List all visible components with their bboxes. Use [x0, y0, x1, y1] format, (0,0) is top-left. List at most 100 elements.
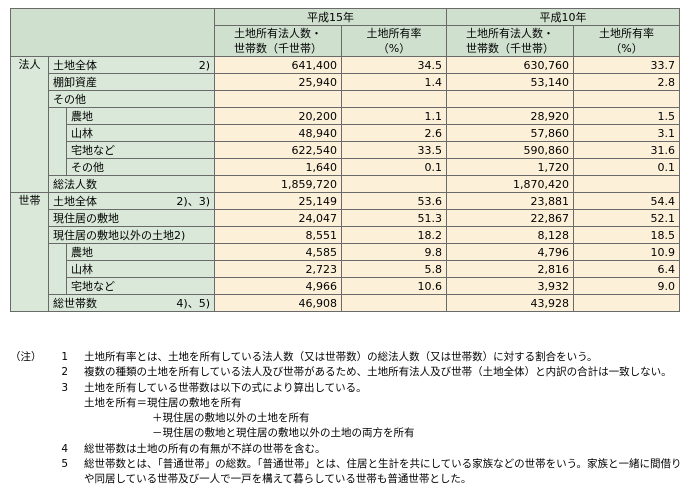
row-label: 土地全体 2) [48, 56, 215, 74]
rate-cell: 33.7 [573, 56, 680, 74]
value-cell: 1,859,720 [214, 175, 342, 193]
table-row: 現住居の敷地 24,047 51.3 22,867 52.1 [11, 209, 680, 227]
row-label: 総世帯数 4)、5) [48, 294, 215, 312]
table-row: 宅地など 622,540 33.5 590,860 31.6 [11, 141, 680, 159]
footnotes: （注） 1 土地所有率とは、土地を所有している法人数（又は世帯数）の総法人数（又… [10, 350, 685, 488]
rate-cell: 3.1 [573, 124, 680, 142]
header-count-h15: 土地所有法人数・ 世帯数（千世帯） [214, 25, 342, 57]
indent-spacer [48, 107, 67, 176]
rate-cell: 33.5 [341, 141, 447, 159]
value-cell: 43,928 [446, 294, 574, 312]
footnote-3-formula-3: －現住居の敷地と現住居の敷地以外の土地の両方を所有 [152, 427, 415, 440]
rate-cell: 6.4 [573, 260, 680, 278]
indent-spacer [48, 243, 67, 295]
rate-cell: 1.4 [341, 73, 447, 91]
table-row: 農地 4,585 9.8 4,796 10.9 [11, 243, 680, 295]
row-label: その他 [48, 90, 215, 108]
footnote-3: 3 土地を所有している世帯数は以下の式により算出している。 [61, 381, 367, 394]
row-label: 現住居の敷地 [48, 209, 215, 227]
header-rate-h15: 土地所有率 （%） [341, 25, 447, 57]
value-cell: 25,940 [214, 73, 342, 91]
table-row: 総世帯数 4)、5) 46,908 43,928 [11, 294, 680, 312]
rate-cell: 2.6 [341, 124, 447, 142]
value-cell: 28,920 [446, 107, 574, 125]
rate-cell: 10.9 [573, 243, 680, 261]
value-cell: 2,723 [214, 260, 342, 278]
row-label: その他 [66, 158, 215, 176]
value-cell: 57,860 [446, 124, 574, 142]
rate-cell [341, 90, 447, 108]
value-cell: 20,200 [214, 107, 342, 125]
section-corp: 法人 [10, 56, 49, 193]
value-cell: 46,908 [214, 294, 342, 312]
rate-cell: 9.0 [573, 277, 680, 295]
value-cell: 622,540 [214, 141, 342, 159]
row-label: 宅地など [66, 277, 215, 295]
note-mark: （注） [10, 351, 42, 363]
value-cell: 630,760 [446, 56, 574, 74]
footnote-1: （注） 1 土地所有率とは、土地を所有している法人数（又は世帯数）の総法人数（又… [10, 350, 685, 365]
header-year-h15: 平成15年 [214, 8, 447, 26]
table-row: 農地 20,200 1.1 28,920 1.5 [11, 107, 680, 176]
header-corner [10, 8, 215, 57]
footnote-3-formula-2: ＋現住居の敷地以外の土地を所有 [152, 412, 310, 425]
value-cell: 25,149 [214, 192, 342, 210]
value-cell: 2,816 [446, 260, 574, 278]
table-row: 宅地など 4,966 10.6 3,932 9.0 [11, 277, 680, 295]
footnote-2: 2 複数の種類の土地を所有している法人及び世帯があるため、土地所有法人及び世帯（… [61, 366, 672, 379]
value-cell: 8,128 [446, 226, 574, 244]
value-cell: 1,870,420 [446, 175, 574, 193]
value-cell: 590,860 [446, 141, 574, 159]
row-label: 総法人数 [48, 175, 215, 193]
footnote-3-formula-1: 土地を所有＝現住居の敷地を所有 [84, 396, 242, 409]
rate-cell: 52.1 [573, 209, 680, 227]
rate-cell: 51.3 [341, 209, 447, 227]
section-household: 世帯 [10, 192, 49, 312]
rate-cell: 18.2 [341, 226, 447, 244]
row-label: 山林 [66, 124, 215, 142]
value-cell: 8,551 [214, 226, 342, 244]
value-cell: 1,720 [446, 158, 574, 176]
rate-cell: 10.6 [341, 277, 447, 295]
rate-cell [341, 294, 447, 312]
row-label: 山林 [66, 260, 215, 278]
row-label: 現住居の敷地以外の土地2) [48, 226, 215, 244]
rate-cell: 1.5 [573, 107, 680, 125]
value-cell: 641,400 [214, 56, 342, 74]
table-row: その他 1,640 0.1 1,720 0.1 [11, 158, 680, 176]
row-label: 農地 [66, 243, 215, 261]
header-rate-h10: 土地所有率 （%） [573, 25, 680, 57]
rate-cell: 18.5 [573, 226, 680, 244]
value-cell: 24,047 [214, 209, 342, 227]
rate-cell [341, 175, 447, 193]
value-cell: 4,585 [214, 243, 342, 261]
value-cell [214, 90, 342, 108]
value-cell: 23,881 [446, 192, 574, 210]
rate-cell [573, 175, 680, 193]
value-cell: 3,932 [446, 277, 574, 295]
table-row: 山林 2,723 5.8 2,816 6.4 [11, 260, 680, 278]
rate-cell: 5.8 [341, 260, 447, 278]
rate-cell: 54.4 [573, 192, 680, 210]
rate-cell [573, 90, 680, 108]
rate-cell: 1.1 [341, 107, 447, 125]
header-year-h10: 平成10年 [446, 8, 680, 26]
value-cell: 53,140 [446, 73, 574, 91]
footnote-4: 4 総世帯数は土地の所有の有無が不詳の世帯を含む。 [61, 442, 326, 455]
table-row: 棚卸資産 25,940 1.4 53,140 2.8 [11, 73, 680, 91]
table-row: 山林 48,940 2.6 57,860 3.1 [11, 124, 680, 142]
rate-cell: 0.1 [341, 158, 447, 176]
footnote-5: 5 総世帯数とは、「普通世帯」の総数。「普通世帯」とは、住居と生計を共にしている… [61, 458, 682, 486]
table-row: 法人 土地全体 2) 641,400 34.5 630,760 33.7 [10, 56, 680, 193]
value-cell: 22,867 [446, 209, 574, 227]
header-count-h10: 土地所有法人数・ 世帯数（千世帯） [446, 25, 574, 57]
rate-cell: 53.6 [341, 192, 447, 210]
rate-cell: 31.6 [573, 141, 680, 159]
table-row: 現住居の敷地以外の土地2) 8,551 18.2 8,128 18.5 [11, 226, 680, 244]
row-label: 土地全体 2)、3) [48, 192, 215, 210]
rate-cell: 0.1 [573, 158, 680, 176]
row-label: 農地 [66, 107, 215, 125]
value-cell: 48,940 [214, 124, 342, 142]
table-row: その他 [11, 90, 680, 108]
rate-cell: 9.8 [341, 243, 447, 261]
